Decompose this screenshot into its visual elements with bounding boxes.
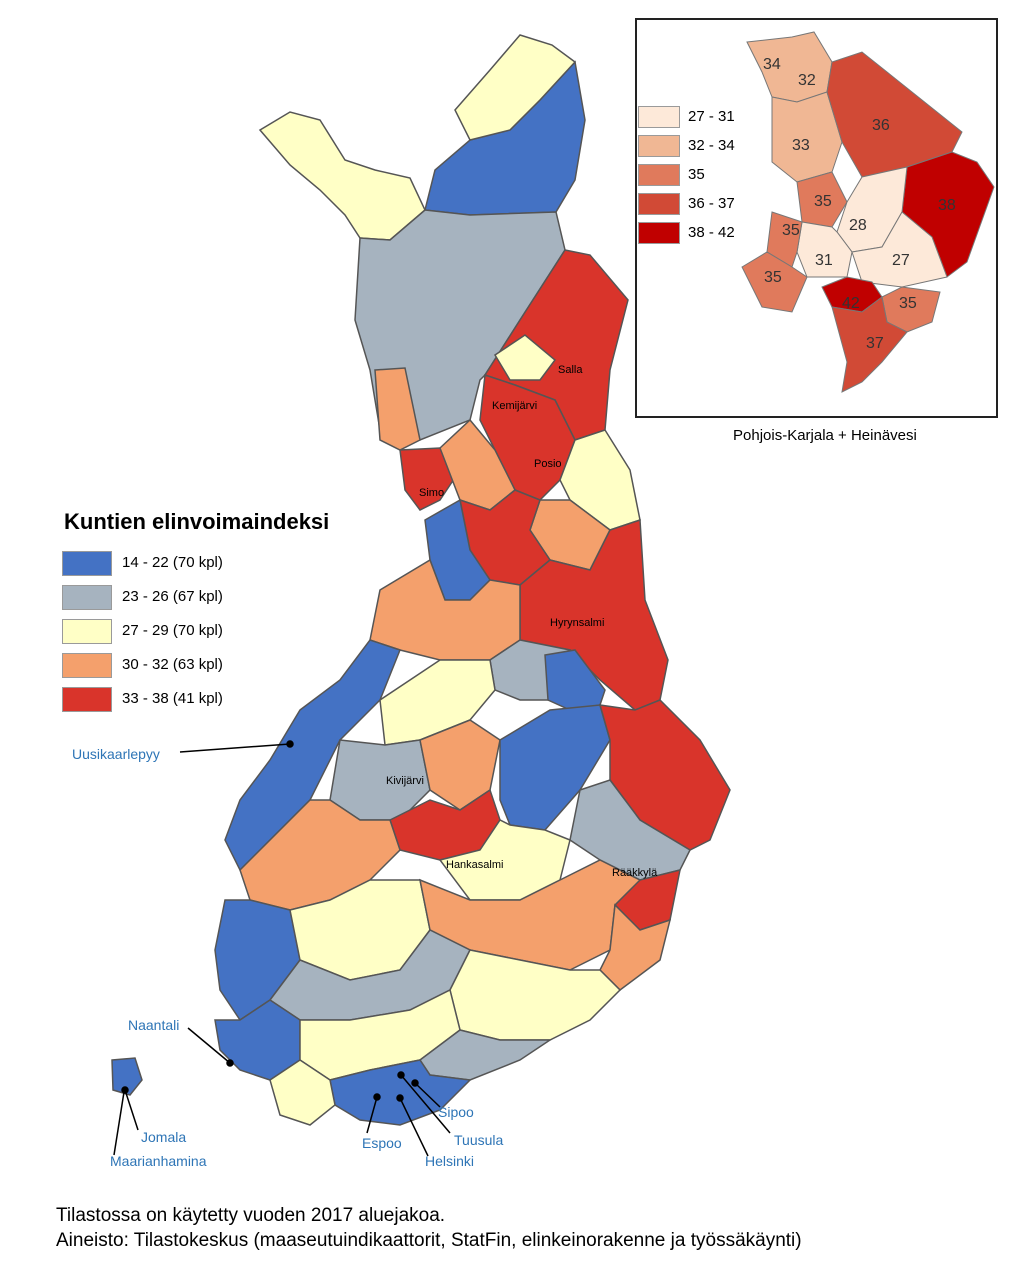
callout-jomala: Jomala xyxy=(141,1129,187,1145)
inset-legend-label: 35 xyxy=(688,166,705,183)
place-label-hankasalmi: Hankasalmi xyxy=(446,859,504,871)
region-south-yellow xyxy=(449,949,622,1041)
inset-region xyxy=(831,296,908,393)
inset-legend-swatch xyxy=(638,222,680,244)
inset-value: 35 xyxy=(764,269,782,286)
inset-value: 35 xyxy=(899,295,917,312)
region-west-orange xyxy=(374,367,421,451)
inset-legend-swatch xyxy=(638,106,680,128)
place-label-simo: Simo xyxy=(419,487,445,499)
inset-value: 32 xyxy=(798,72,816,89)
inset-region xyxy=(771,91,843,183)
legend-swatch xyxy=(62,619,112,644)
legend-label: 27 - 29 (70 kpl) xyxy=(122,622,223,639)
callout-sipoo: Sipoo xyxy=(438,1104,474,1120)
inset-map-frame: 34 32 33 36 35 28 38 35 31 27 35 42 35 3… xyxy=(635,18,998,418)
inset-legend-label: 38 - 42 xyxy=(688,224,735,241)
legend-label: 23 - 26 (67 kpl) xyxy=(122,588,223,605)
inset-region xyxy=(796,171,848,228)
inset-legend-swatch xyxy=(638,193,680,215)
place-label-posio: Posio xyxy=(534,458,562,470)
callout-naantali: Naantali xyxy=(128,1017,180,1033)
region-east-orange xyxy=(599,903,672,991)
place-label-kemijarvi: Kemijärvi xyxy=(492,400,538,412)
inset-value: 34 xyxy=(763,56,781,73)
callout-leaders xyxy=(113,740,451,1157)
inset-value: 37 xyxy=(866,335,884,352)
aland-islands xyxy=(111,1057,143,1096)
inset-value: 36 xyxy=(872,117,890,134)
inset-legend-swatch xyxy=(638,135,680,157)
inset-region xyxy=(746,31,833,103)
inset-value: 38 xyxy=(938,197,956,214)
inset-value: 35 xyxy=(814,193,832,210)
legend-label: 30 - 32 (63 kpl) xyxy=(122,656,223,673)
callout-tuusula: Tuusula xyxy=(454,1132,504,1148)
place-label-raakkyla: Rääkkylä xyxy=(612,867,658,879)
callout-uusikaarlepyy: Uusikaarlepyy xyxy=(72,746,160,762)
region-small-yellow xyxy=(493,334,557,381)
inset-legend-label: 36 - 37 xyxy=(688,195,735,212)
source-note: Tilastossa on käytetty vuoden 2017 aluej… xyxy=(56,1203,802,1253)
region-capital-blue xyxy=(329,1059,472,1126)
legend-swatch xyxy=(62,687,112,712)
legend-swatch xyxy=(62,653,112,678)
place-label-hyrynsalmi: Hyrynsalmi xyxy=(550,617,605,629)
region-aland xyxy=(111,1057,143,1096)
inset-legend-swatch xyxy=(638,164,680,186)
inset-caption: Pohjois-Karjala + Heinävesi xyxy=(733,427,917,444)
inset-legend-label: 27 - 31 xyxy=(688,108,735,125)
legend-swatch xyxy=(62,585,112,610)
place-label-kivijarvi: Kivijärvi xyxy=(386,775,424,787)
finland-regions xyxy=(214,34,731,1126)
inset-map: 34 32 33 36 35 28 38 35 31 27 35 42 35 3… xyxy=(741,31,995,393)
region-lapland-tip xyxy=(454,34,577,141)
region-lapland-arm xyxy=(258,111,426,241)
inset-value: 27 xyxy=(892,252,910,269)
inset-value: 42 xyxy=(842,295,860,312)
footer-line-1: Tilastossa on käytetty vuoden 2017 aluej… xyxy=(56,1205,446,1226)
legend-label: 14 - 22 (70 kpl) xyxy=(122,554,223,571)
inset-value: 35 xyxy=(782,222,800,239)
legend-label: 33 - 38 (41 kpl) xyxy=(122,690,223,707)
callout-espoo: Espoo xyxy=(362,1135,402,1151)
inset-value: 28 xyxy=(849,217,867,234)
inset-legend-label: 32 - 34 xyxy=(688,137,735,154)
region-southwest-yellow xyxy=(269,1059,336,1126)
inset-region xyxy=(826,51,963,178)
callout-maarianhamina: Maarianhamina xyxy=(110,1153,207,1169)
callout-helsinki: Helsinki xyxy=(425,1153,475,1169)
place-label-salla: Salla xyxy=(558,364,583,376)
legend-title: Kuntien elinvoimaindeksi xyxy=(64,509,330,534)
inset-region xyxy=(796,221,853,278)
region-east-red xyxy=(598,699,731,851)
inset-region xyxy=(766,211,803,268)
inset-value: 33 xyxy=(792,137,810,154)
inset-value: 31 xyxy=(815,252,833,269)
legend-swatch xyxy=(62,551,112,576)
inset-region xyxy=(741,251,808,313)
footer-line-2: Aineisto: Tilastokeskus (maaseutuindikaa… xyxy=(56,1230,802,1251)
region-kemijarvi xyxy=(479,373,576,501)
